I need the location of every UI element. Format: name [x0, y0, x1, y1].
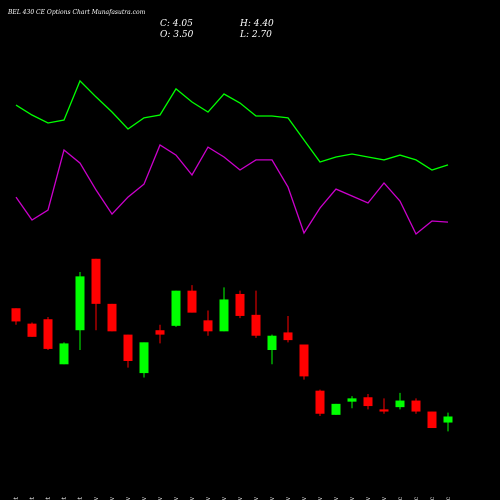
x-tick-label: 28 Nov	[381, 496, 388, 500]
candle-body	[379, 409, 389, 412]
candle-body	[107, 303, 117, 332]
x-tick-label: 04 Dec	[445, 496, 452, 500]
candle-body	[171, 290, 181, 326]
candle-body	[187, 290, 197, 313]
x-tick-label: 29 Oct	[45, 496, 52, 500]
candle-body	[91, 258, 101, 304]
candle-body	[283, 332, 293, 341]
x-tick-label: 24 Nov	[317, 496, 324, 500]
x-tick-label: 21 Nov	[301, 496, 308, 500]
indicator-line	[15, 144, 449, 236]
x-tick-label: 17 Nov	[237, 496, 244, 500]
candle-body	[59, 343, 69, 365]
candle-body	[347, 398, 357, 402]
candle-body	[251, 314, 261, 336]
x-tick-label: 02 Dec	[413, 496, 420, 500]
x-tick-label: 27 Oct	[13, 496, 20, 500]
candle-body	[139, 342, 149, 374]
candle-body	[411, 400, 421, 412]
candle-body	[27, 323, 37, 337]
close-label: C: 4.05	[160, 19, 193, 29]
candle-body	[11, 308, 21, 322]
chart-title: BEL 430 CE Options Chart Munafasutra.com	[7, 9, 146, 16]
x-tick-label: 07 Nov	[141, 496, 148, 500]
x-tick-label: 12 Nov	[189, 496, 196, 500]
x-tick-label: 01 Dec	[397, 496, 404, 500]
candle-body	[235, 293, 245, 316]
candle-body	[155, 330, 165, 335]
candle-body	[299, 344, 309, 377]
x-tick-label: 18 Nov	[253, 496, 260, 500]
x-tick-label: 06 Nov	[125, 496, 132, 500]
candle-body	[443, 416, 453, 423]
low-label: L: 2.70	[239, 30, 272, 40]
candle-body	[203, 320, 213, 332]
x-tick-label: 13 Nov	[205, 496, 212, 500]
x-tick-label: 04 Nov	[109, 496, 116, 500]
x-tick-label: 26 Nov	[349, 496, 356, 500]
x-tick-label: 28 Oct	[29, 496, 36, 500]
x-tick-label: 03 Dec	[429, 496, 436, 500]
candle-body	[331, 403, 341, 415]
x-tick-label: 14 Nov	[221, 496, 228, 500]
x-tick-label: 03 Nov	[93, 496, 100, 500]
x-tick-label: 27 Nov	[365, 496, 372, 500]
candle-body	[395, 400, 405, 408]
open-label: O: 3.50	[160, 30, 194, 40]
x-tick-label: 30 Oct	[61, 496, 68, 500]
candle-body	[267, 335, 277, 351]
candle-body	[427, 411, 437, 429]
candle-body	[219, 299, 229, 332]
candle-body	[123, 334, 133, 361]
x-tick-label: 31 Oct	[77, 496, 84, 500]
indicator-line	[15, 79, 449, 171]
candle-body	[315, 390, 325, 414]
x-tick-label: 11 Nov	[173, 496, 180, 500]
x-tick-label: 25 Nov	[333, 496, 340, 500]
x-tick-label: 20 Nov	[285, 496, 292, 500]
x-tick-label: 10 Nov	[157, 496, 164, 500]
candle-body	[363, 397, 373, 407]
candle-body	[75, 276, 85, 331]
candle-body	[43, 319, 53, 349]
x-tick-label: 19 Nov	[269, 496, 276, 500]
high-label: H: 4.40	[239, 19, 274, 29]
